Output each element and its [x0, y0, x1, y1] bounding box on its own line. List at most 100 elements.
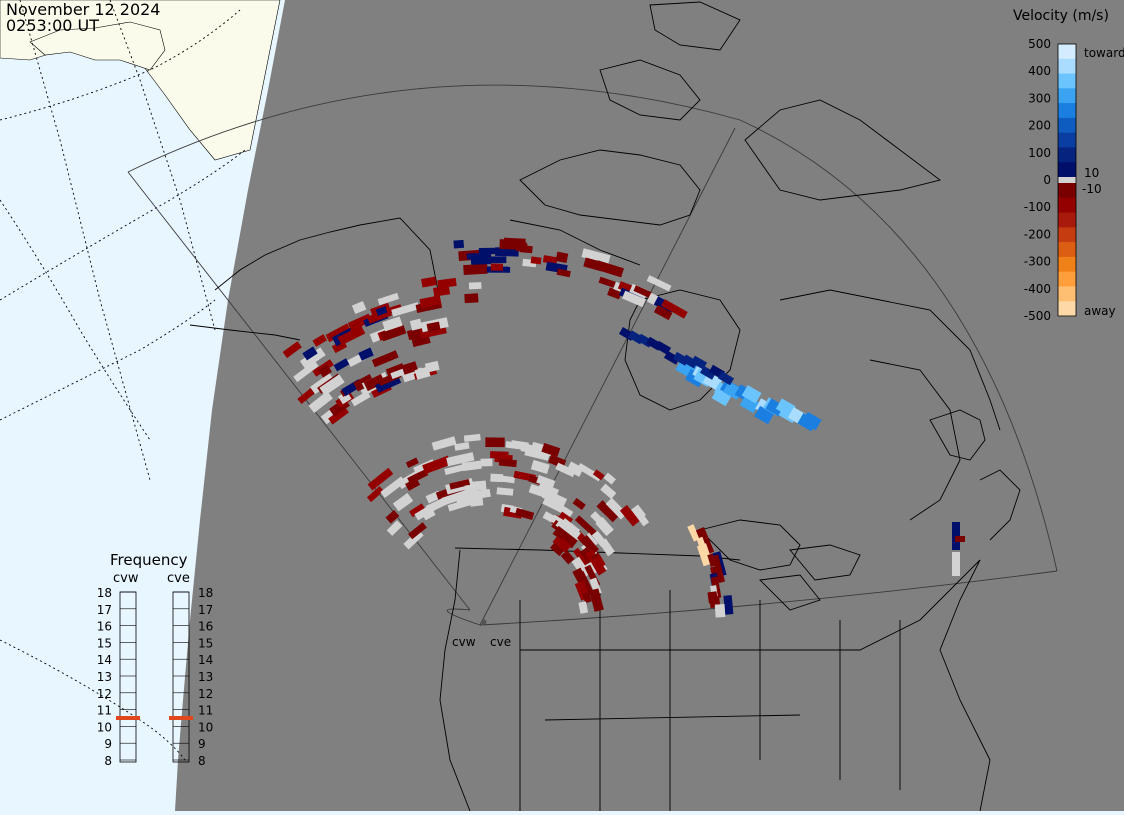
echo-cell [723, 595, 734, 615]
velocity-bar-segment [1058, 132, 1076, 148]
echo-cell [462, 488, 491, 502]
velocity-tick-label: 400 [1028, 64, 1051, 78]
echo-cell [363, 374, 386, 392]
echo-cell [592, 469, 605, 481]
velocity-tick-label: -400 [1024, 282, 1051, 296]
echo-cell [490, 263, 504, 271]
frequency-scale-label: 8 [104, 754, 112, 768]
echo-cell [566, 461, 584, 477]
echo-cell [571, 556, 591, 579]
echo-cell [633, 285, 653, 299]
echo-cell [572, 497, 586, 511]
frequency-scale-label: 10 [97, 720, 112, 734]
velocity-bar-segment [1058, 197, 1076, 214]
velocity-bar-segment [1058, 227, 1076, 243]
echo-cell [572, 547, 590, 567]
echo-cell [714, 603, 726, 618]
echo-cell [419, 295, 442, 309]
echo-cell [596, 500, 619, 523]
echo-cell [407, 468, 429, 485]
echo-cell [367, 467, 394, 491]
echo-cell [599, 538, 615, 557]
echo-cell [380, 324, 407, 342]
echo-cell [403, 529, 424, 550]
echo-cell [741, 385, 762, 404]
echo-cell [496, 487, 514, 496]
echo-cell [663, 350, 681, 365]
echo-cell [358, 347, 374, 361]
echo-cell [325, 323, 352, 343]
velocity-bar-segment [1058, 88, 1076, 104]
echo-cell [424, 360, 440, 373]
velocity-bar-segment [1058, 301, 1076, 317]
echo-cell [446, 452, 475, 467]
velocity-bar-segment [1058, 183, 1076, 199]
velocity-legend: Velocity (m/s) 500 400 300 200 100 0 -100 -200 -… [1013, 8, 1124, 323]
frequency-scale-label: 12 [97, 687, 112, 701]
echo-cell [308, 391, 333, 413]
echo-cell [605, 497, 628, 520]
velocity-bar-segment [1058, 242, 1076, 258]
echo-cell [351, 301, 367, 314]
echo-cell [541, 442, 561, 457]
echo-cell [382, 316, 403, 332]
echo-cell [333, 358, 350, 372]
echo-cell [696, 543, 713, 567]
echo-cell [405, 457, 419, 468]
frequency-scale-label: 18 [97, 586, 112, 600]
frequency-legend: Frequency cvw cve 1817161514131211109818… [97, 551, 214, 768]
echo-cell [542, 255, 558, 265]
echo-cell [594, 260, 624, 278]
frequency-marker-cvw [116, 716, 140, 720]
frequency-marker-cve [169, 716, 193, 720]
echo-cell [555, 251, 569, 264]
echo-cell [495, 247, 519, 257]
echo-cell [422, 455, 452, 475]
echo-cell [433, 285, 451, 297]
frequency-scale-label: 11 [97, 704, 112, 718]
echo-cell [337, 325, 366, 346]
frequency-scale-label: 18 [198, 586, 213, 600]
frequency-scale-label: 12 [198, 687, 213, 701]
frequency-scale-label: 9 [198, 737, 206, 751]
echo-cell [328, 406, 349, 425]
echo-cell [391, 302, 420, 317]
echo-cell [621, 290, 646, 308]
echo-cell [661, 299, 688, 319]
frequency-scale-label: 9 [104, 737, 112, 751]
frequency-scale-label: 13 [198, 670, 213, 684]
geomagnetic-grid [0, 0, 246, 761]
echo-cell [603, 472, 616, 485]
radar-site-label-cvw: cvw [452, 635, 476, 649]
echo-cell [555, 462, 576, 478]
echo-cell [712, 554, 726, 583]
echo-cell [375, 306, 388, 316]
echo-cell [699, 365, 717, 380]
frequency-scale-label: 16 [97, 620, 112, 634]
echo-cell [318, 364, 333, 378]
velocity-bar-frame [1057, 43, 1077, 317]
echo-cell [469, 496, 484, 507]
echo-cell [293, 360, 319, 383]
velocity-label-toward: toward [1084, 46, 1124, 60]
echo-cell [401, 361, 419, 375]
echo-cell [754, 405, 774, 425]
echo-cell [711, 387, 732, 407]
echo-cell [653, 305, 673, 321]
velocity-bar-segment [1058, 271, 1076, 287]
frequency-scales: 18 17 16 15 14 13 12 11 10 9 8 18 17 16 15 14 13 12 11 10 9 8 [97, 586, 214, 768]
frequency-scale-label: 15 [97, 636, 112, 650]
echo-cell [463, 263, 488, 276]
echo-cell [560, 550, 575, 565]
echo-cell [312, 334, 328, 347]
echo-cell [530, 256, 542, 265]
echo-cell [444, 463, 467, 476]
echo-cell [600, 483, 617, 500]
echo-cell [377, 292, 400, 306]
velocity-tick-label: 0 [1043, 173, 1051, 187]
velocity-threshold-positive: 10 [1084, 166, 1099, 180]
echo-cell [347, 313, 373, 331]
frequency-scale-label: 16 [198, 620, 213, 634]
velocity-tick-label: 500 [1028, 37, 1051, 51]
